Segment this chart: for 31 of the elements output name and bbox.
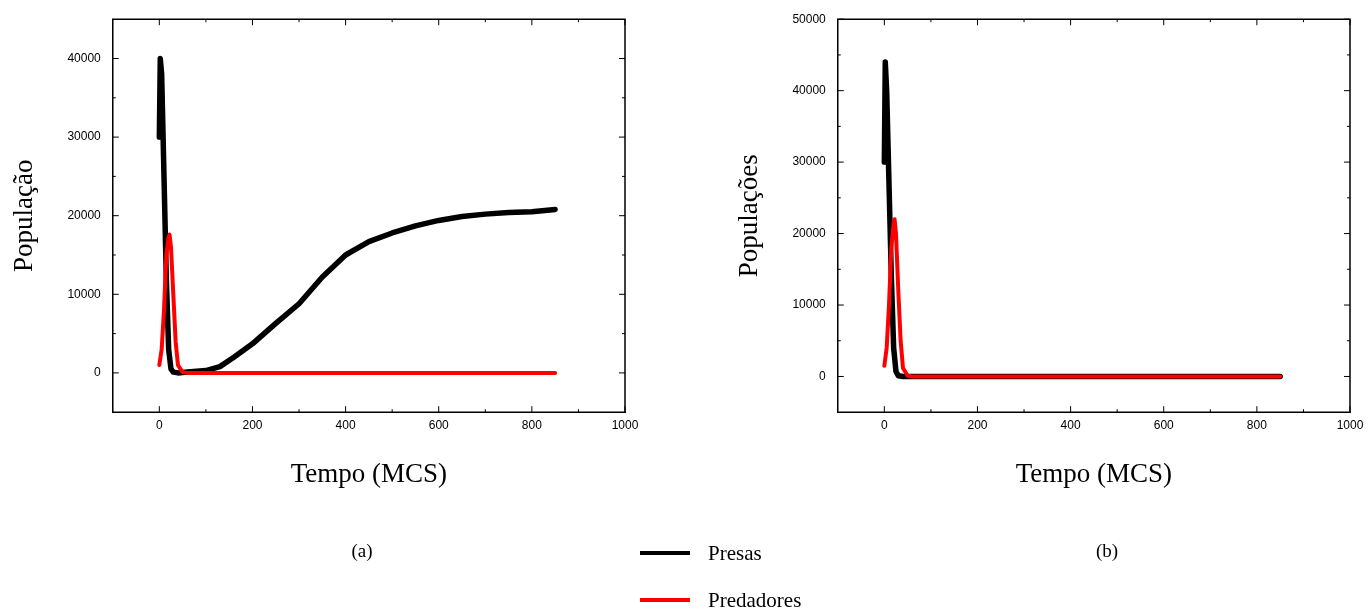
y-tick-label: 10000 xyxy=(67,286,102,301)
legend-label: Presas xyxy=(708,541,762,565)
x-tick-label: 800 xyxy=(521,417,543,432)
x-tick-label: 0 xyxy=(155,417,163,432)
y-tick-label: 50000 xyxy=(792,11,827,26)
y-tick-label: 10000 xyxy=(792,297,827,312)
text: (b) xyxy=(1095,540,1119,562)
x-tick-label: 400 xyxy=(335,417,356,432)
legend-label: Predadores xyxy=(708,588,802,612)
x-axis-title: Tempo (MCS) xyxy=(1015,457,1173,488)
x-tick-label: 600 xyxy=(1153,417,1175,432)
y-tick-label: 0 xyxy=(819,368,827,383)
x-tick-label: 200 xyxy=(242,417,263,432)
x-tick-label: 800 xyxy=(1246,417,1268,432)
text: (a) xyxy=(351,540,373,562)
x-axis-title: Tempo (MCS) xyxy=(290,457,448,488)
x-tick-label: 600 xyxy=(428,417,450,432)
y-axis-title: Populações xyxy=(733,154,764,278)
y-tick-label: 30000 xyxy=(67,129,102,144)
y-tick-label: 30000 xyxy=(792,154,827,169)
x-tick-label: 1000 xyxy=(611,417,639,432)
y-tick-label: 20000 xyxy=(67,208,102,223)
x-tick-label: 200 xyxy=(967,417,988,432)
y-tick-label: 20000 xyxy=(792,225,827,240)
y-tick-label: 40000 xyxy=(792,82,827,97)
y-tick-label: 0 xyxy=(94,365,102,380)
x-tick-label: 400 xyxy=(1060,417,1081,432)
x-tick-label: 0 xyxy=(880,417,888,432)
y-tick-label: 40000 xyxy=(67,50,102,65)
y-axis-title: População xyxy=(8,159,39,272)
x-tick-label: 1000 xyxy=(1336,417,1364,432)
